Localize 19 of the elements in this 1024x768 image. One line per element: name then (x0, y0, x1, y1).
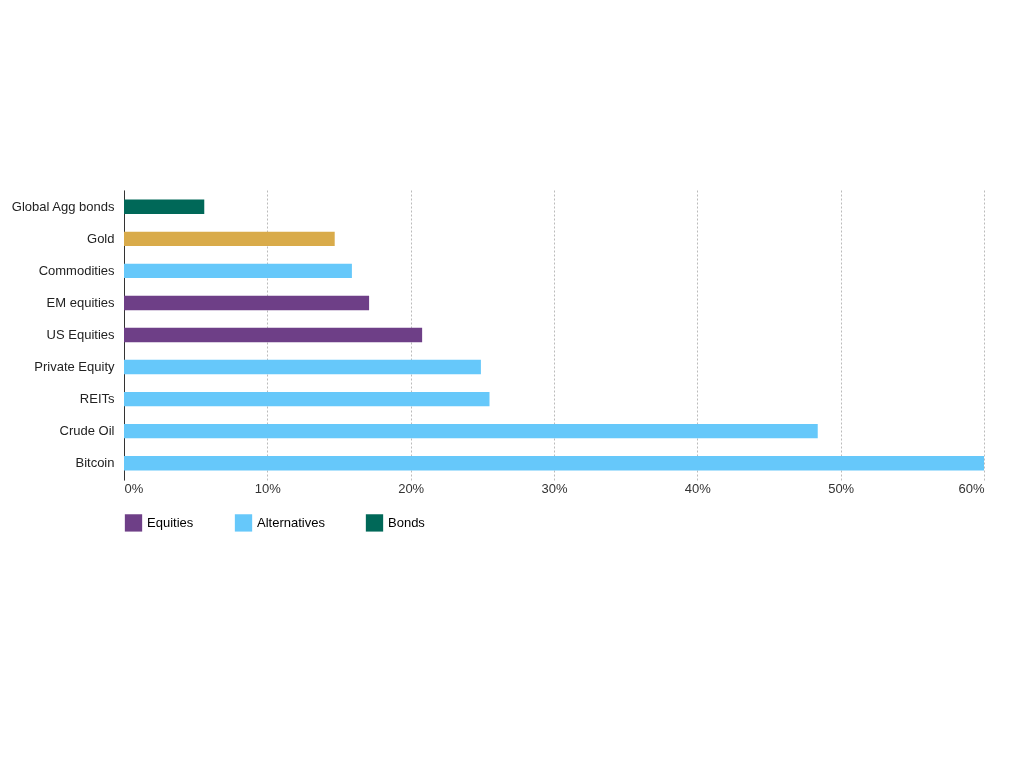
y-tick-label: Commodities (38, 262, 115, 278)
y-tick-label: Private Equity (34, 359, 115, 375)
x-tick-label: 50% (828, 480, 855, 496)
x-tick-label: 60% (958, 480, 985, 496)
y-tick-label: REITs (79, 391, 115, 407)
x-tick-label: 30% (541, 480, 568, 496)
y-tick-label: US Equities (46, 327, 115, 342)
x-tick-label: 40% (684, 480, 712, 496)
y-tick-label: EM equities (46, 294, 115, 310)
y-tick-label: Gold (87, 230, 115, 246)
x-tick-label: 20% (398, 480, 425, 496)
legend-label: Bonds (388, 514, 426, 530)
y-tick-label: Bitcoin (75, 455, 115, 471)
y-tick-label: Crude Oil (59, 423, 115, 439)
x-tick-label: 0% (124, 480, 144, 496)
x-tick-label: 10% (254, 480, 282, 496)
y-tick-label: Global Agg bonds (11, 198, 115, 214)
legend-label: Alternatives (257, 514, 326, 530)
legend-label: Equities (147, 514, 194, 530)
